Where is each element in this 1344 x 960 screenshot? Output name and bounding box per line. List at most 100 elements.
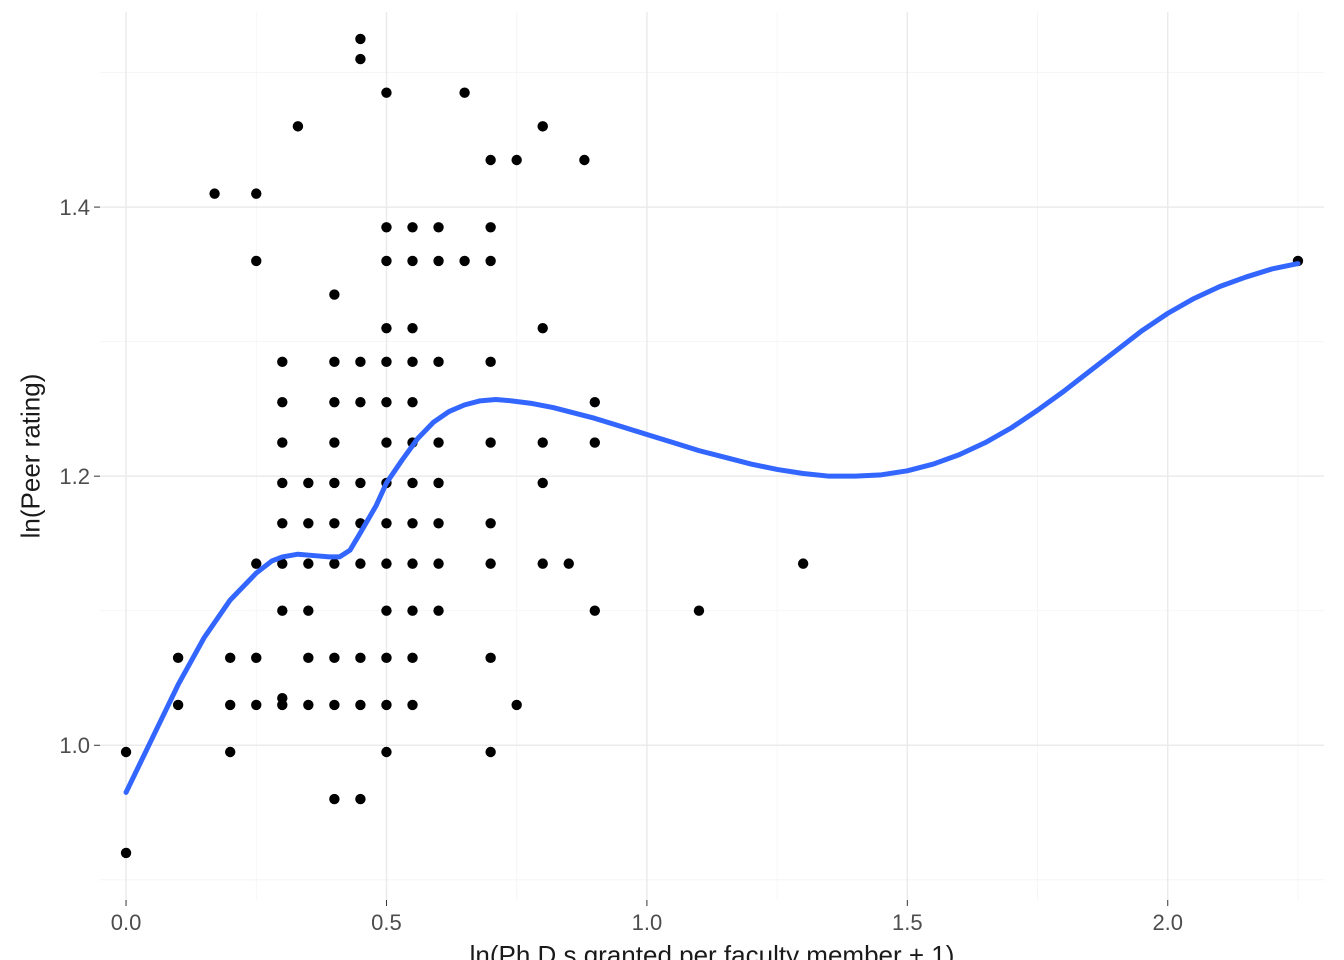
- x-tick-label: 0.5: [371, 910, 402, 935]
- data-point: [173, 700, 183, 710]
- data-point: [407, 397, 417, 407]
- data-point: [433, 558, 443, 568]
- x-tick-label: 2.0: [1152, 910, 1183, 935]
- data-point: [329, 478, 339, 488]
- data-point: [381, 88, 391, 98]
- data-point: [277, 478, 287, 488]
- data-point: [381, 518, 391, 528]
- data-point: [251, 700, 261, 710]
- data-point: [225, 700, 235, 710]
- data-point: [381, 256, 391, 266]
- data-point: [381, 747, 391, 757]
- data-point: [355, 794, 365, 804]
- data-point: [407, 606, 417, 616]
- data-point: [407, 323, 417, 333]
- data-point: [355, 653, 365, 663]
- data-point: [277, 606, 287, 616]
- data-point: [329, 289, 339, 299]
- data-point: [355, 700, 365, 710]
- data-point: [538, 478, 548, 488]
- data-point: [511, 155, 521, 165]
- data-point: [303, 478, 313, 488]
- chart-svg: 0.00.51.01.52.0 1.01.21.4 ln(Ph.D.s gran…: [0, 0, 1344, 960]
- data-point: [798, 558, 808, 568]
- data-point: [511, 700, 521, 710]
- data-point: [433, 222, 443, 232]
- data-point: [381, 437, 391, 447]
- data-point: [459, 88, 469, 98]
- data-point: [485, 653, 495, 663]
- data-point: [485, 558, 495, 568]
- data-point: [121, 848, 131, 858]
- y-tick-label: 1.4: [59, 195, 90, 220]
- data-point: [433, 256, 443, 266]
- data-point: [485, 437, 495, 447]
- data-point: [485, 222, 495, 232]
- data-point: [407, 700, 417, 710]
- data-point: [590, 437, 600, 447]
- data-point: [407, 653, 417, 663]
- data-point: [355, 54, 365, 64]
- data-point: [381, 558, 391, 568]
- y-tick-label: 1.0: [59, 733, 90, 758]
- x-axis-title: ln(Ph.D.s granted per faculty member + 1…: [470, 940, 955, 960]
- data-point: [407, 518, 417, 528]
- data-point: [407, 256, 417, 266]
- x-tick-label: 1.0: [632, 910, 663, 935]
- data-point: [251, 256, 261, 266]
- data-point: [459, 256, 469, 266]
- y-tick-label: 1.2: [59, 464, 90, 489]
- data-point: [579, 155, 589, 165]
- data-point: [538, 437, 548, 447]
- data-point: [485, 357, 495, 367]
- data-point: [381, 397, 391, 407]
- data-point: [173, 653, 183, 663]
- data-point: [590, 606, 600, 616]
- data-point: [381, 606, 391, 616]
- data-point: [277, 518, 287, 528]
- data-point: [355, 357, 365, 367]
- data-point: [225, 653, 235, 663]
- data-point: [407, 357, 417, 367]
- data-point: [355, 558, 365, 568]
- data-point: [355, 34, 365, 44]
- data-point: [303, 518, 313, 528]
- data-point: [251, 188, 261, 198]
- data-point: [209, 188, 219, 198]
- data-point: [485, 518, 495, 528]
- data-point: [329, 558, 339, 568]
- data-point: [433, 478, 443, 488]
- data-point: [225, 747, 235, 757]
- data-point: [329, 794, 339, 804]
- data-point: [485, 747, 495, 757]
- scatter-chart: { "chart": { "type": "scatter", "width":…: [0, 0, 1344, 960]
- data-point: [407, 222, 417, 232]
- data-point: [590, 397, 600, 407]
- data-point: [407, 558, 417, 568]
- data-point: [303, 700, 313, 710]
- data-point: [293, 121, 303, 131]
- data-point: [329, 437, 339, 447]
- data-point: [694, 606, 704, 616]
- data-point: [538, 323, 548, 333]
- data-point: [329, 397, 339, 407]
- data-point: [433, 357, 443, 367]
- data-point: [485, 155, 495, 165]
- data-point: [329, 357, 339, 367]
- data-point: [538, 558, 548, 568]
- data-point: [329, 518, 339, 528]
- data-point: [433, 518, 443, 528]
- data-point: [329, 700, 339, 710]
- data-point: [277, 693, 287, 703]
- data-point: [303, 653, 313, 663]
- data-point: [121, 747, 131, 757]
- data-point: [277, 437, 287, 447]
- data-point: [381, 700, 391, 710]
- data-point: [433, 606, 443, 616]
- data-point: [381, 357, 391, 367]
- x-tick-label: 1.5: [892, 910, 923, 935]
- data-point: [538, 121, 548, 131]
- data-point: [381, 222, 391, 232]
- data-point: [381, 653, 391, 663]
- data-point: [485, 256, 495, 266]
